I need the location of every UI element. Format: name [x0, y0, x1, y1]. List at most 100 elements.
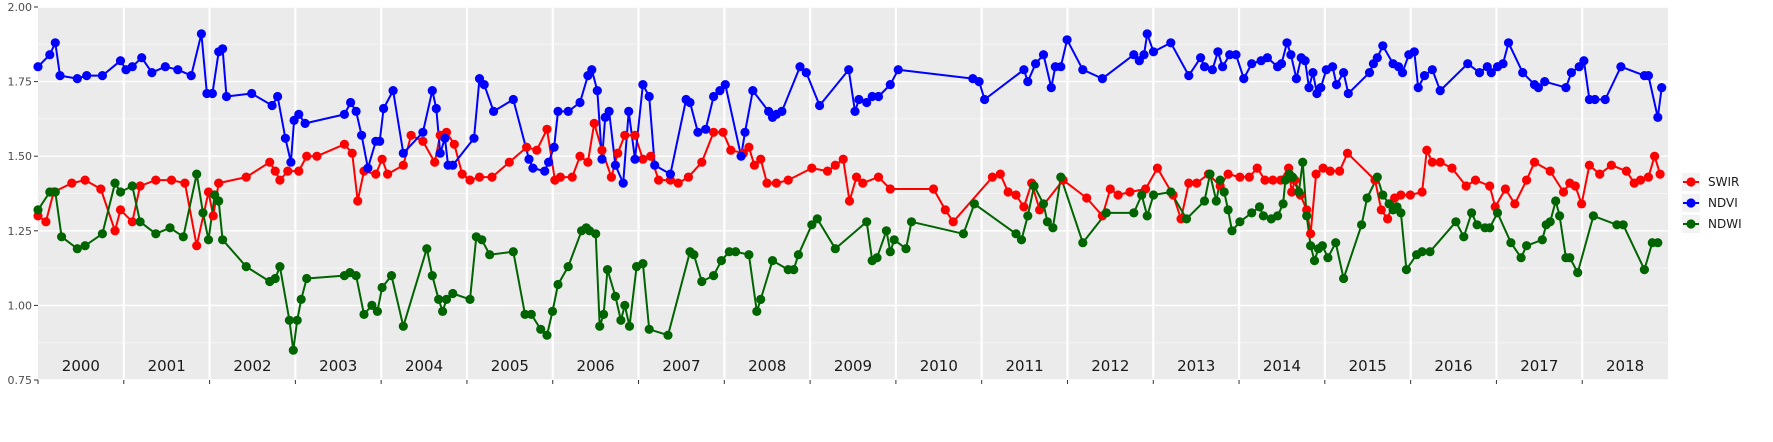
data-point-ndvi	[45, 50, 55, 60]
data-point-ndwi	[1181, 214, 1192, 224]
data-point-ndwi	[1199, 196, 1210, 206]
data-point-ndvi	[1286, 50, 1296, 60]
data-point-swir	[371, 169, 381, 179]
data-point-ndvi	[1262, 53, 1272, 63]
data-point-ndwi	[270, 273, 280, 284]
data-point-swir	[1325, 166, 1335, 176]
data-point-ndwi	[1166, 187, 1176, 197]
data-point-swir	[418, 136, 428, 146]
data-point-ndvi	[431, 103, 441, 114]
data-point-ndwi	[1472, 220, 1482, 230]
data-point-ndvi	[1196, 53, 1206, 63]
data-point-ndwi	[709, 271, 719, 281]
data-point-ndvi	[1239, 74, 1249, 84]
data-point-ndwi	[1516, 253, 1526, 263]
data-point-swir	[1244, 172, 1254, 182]
data-point-ndvi	[1139, 50, 1149, 60]
data-point-swir	[646, 151, 656, 161]
data-point-swir	[312, 151, 322, 161]
data-point-ndwi	[1302, 211, 1312, 221]
data-point-swir	[41, 217, 51, 227]
data-point-ndvi	[701, 124, 711, 134]
data-point-ndwi	[296, 294, 306, 304]
data-point-swir	[542, 124, 552, 134]
data-point-swir	[283, 166, 293, 176]
data-point-ndvi	[1503, 38, 1514, 48]
data-point-ndwi	[1506, 238, 1516, 248]
data-point-ndwi	[1317, 241, 1327, 251]
data-point-ndwi	[1357, 220, 1367, 230]
data-point-ndvi	[440, 133, 450, 143]
year-label: 2016	[1434, 357, 1472, 375]
data-point-ndvi	[1031, 59, 1041, 69]
data-point-ndwi	[1323, 253, 1333, 263]
year-label: 2005	[491, 357, 529, 375]
data-point-ndvi	[709, 91, 719, 102]
y-tick-label: 1.50	[8, 150, 33, 163]
data-point-ndwi	[1278, 199, 1288, 209]
data-point-ndvi	[418, 127, 428, 137]
data-point-ndwi	[724, 247, 734, 257]
data-point-ndvi	[650, 160, 660, 170]
data-point-ndwi	[881, 226, 892, 236]
data-point-ndwi	[203, 235, 214, 245]
data-point-ndwi	[663, 330, 673, 340]
data-point-ndwi	[284, 315, 294, 325]
data-point-swir	[940, 205, 950, 215]
data-point-ndwi	[434, 294, 444, 304]
legend-label-swir: SWIR	[1708, 175, 1739, 189]
data-point-ndwi	[292, 315, 302, 325]
data-point-ndvi	[528, 163, 538, 173]
data-point-ndwi	[398, 321, 408, 331]
data-point-swir	[504, 157, 514, 167]
data-point-swir	[241, 172, 251, 182]
data-point-ndvi	[300, 118, 310, 128]
data-point-ndvi	[1218, 62, 1228, 72]
data-point-ndwi	[969, 199, 980, 209]
data-point-ndvi	[885, 80, 895, 90]
data-point-swir	[948, 217, 958, 227]
data-point-ndvi	[1657, 83, 1667, 93]
year-label: 2010	[920, 357, 958, 375]
data-point-ndvi	[1540, 77, 1550, 87]
data-point-ndwi	[72, 244, 82, 254]
data-point-ndwi	[1029, 181, 1039, 191]
data-point-ndwi	[1011, 229, 1021, 239]
data-point-swir	[709, 127, 719, 137]
data-point-ndvi	[1308, 68, 1318, 78]
data-point-ndvi	[1148, 47, 1159, 57]
data-point-swir	[1570, 181, 1580, 191]
data-point-ndvi	[854, 94, 864, 105]
data-point-ndvi	[115, 56, 126, 66]
data-point-ndvi	[1282, 38, 1292, 48]
legend-key-point-swir	[1686, 177, 1696, 187]
data-point-ndwi	[1258, 211, 1268, 221]
data-point-ndwi	[1565, 253, 1575, 263]
data-point-swir	[192, 241, 202, 251]
data-point-ndwi	[1016, 235, 1027, 245]
data-point-ndwi	[1048, 223, 1058, 233]
year-label: 2006	[577, 357, 615, 375]
data-point-ndvi	[357, 130, 367, 140]
data-point-ndvi	[587, 65, 597, 75]
data-point-ndvi	[736, 151, 746, 161]
data-point-ndwi	[57, 232, 67, 242]
data-point-swir	[1342, 148, 1353, 158]
data-point-ndvi	[693, 127, 703, 137]
data-point-swir	[398, 160, 408, 170]
data-point-ndwi	[1492, 208, 1503, 218]
data-point-ndvi	[618, 178, 628, 188]
data-point-ndvi	[427, 86, 437, 96]
data-point-ndvi	[1142, 29, 1152, 39]
data-point-swir	[851, 172, 862, 182]
data-point-ndwi	[616, 315, 626, 325]
year-label: 2018	[1606, 357, 1644, 375]
data-point-ndvi	[638, 80, 648, 90]
data-point-swir	[807, 163, 817, 173]
data-point-swir	[555, 172, 566, 182]
data-point-ndvi	[1316, 83, 1326, 93]
data-point-swir	[1529, 157, 1540, 167]
data-point-ndwi	[1522, 241, 1532, 251]
data-point-swir	[1405, 190, 1415, 200]
data-point-swir	[1435, 157, 1445, 167]
